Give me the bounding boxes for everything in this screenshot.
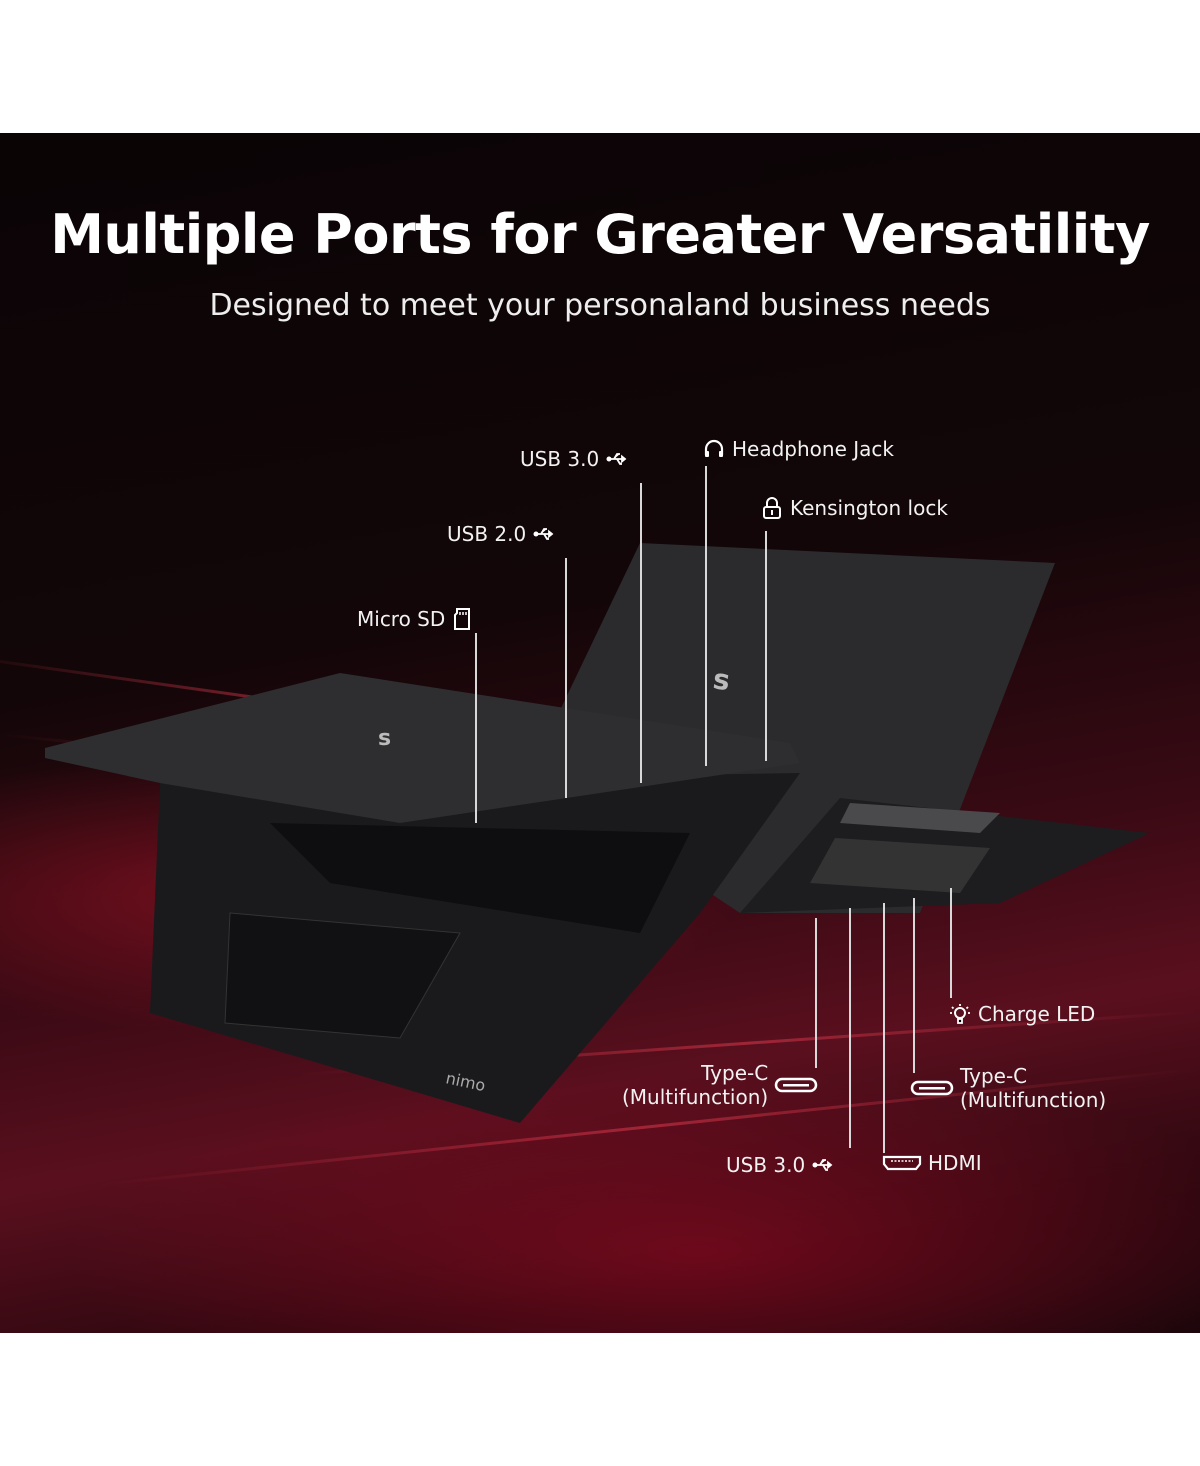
port-label-text: Micro SD [357, 607, 446, 631]
port-label-text: Type-C [701, 1061, 769, 1085]
port-label-typec-right: Type-C (Multifunction) [910, 1064, 1106, 1112]
port-label-subtext: (Multifunction) [960, 1088, 1107, 1112]
port-label-text: HDMI [928, 1151, 982, 1175]
port-label-microsd: Micro SD [357, 607, 475, 631]
leader-line [640, 483, 642, 783]
leader-line [565, 558, 567, 798]
leader-line [815, 918, 817, 1068]
port-label-text: Charge LED [978, 1002, 1096, 1026]
product-banner: Multiple Ports for Greater Versatility D… [0, 133, 1200, 1333]
port-label-subtext: (Multifunction) [622, 1085, 769, 1109]
rear-laptop-touchpad [840, 803, 1000, 833]
leader-line [765, 531, 767, 761]
leader-line [883, 903, 885, 1153]
front-laptop-touchpad [224, 912, 461, 1039]
port-label-text: Kensington lock [790, 496, 948, 520]
port-label-usb3-top: USB 3.0 [520, 447, 629, 471]
front-laptop-logo: ꜱ [378, 726, 391, 751]
usb-c-icon [774, 1077, 818, 1093]
usb-icon [606, 453, 627, 465]
laptops-illustration: ꜱ ꜱ nimo [45, 543, 1150, 1123]
headphone-icon [704, 439, 724, 457]
front-laptop-lid [45, 673, 800, 823]
port-label-text: Headphone Jack [732, 437, 894, 461]
leader-line [950, 888, 952, 998]
port-label-typec-left: Type-C (Multifunction) [622, 1061, 818, 1109]
usb-c-icon [910, 1080, 954, 1096]
front-laptop-keyboard [270, 823, 690, 933]
port-label-usb3-bottom: USB 3.0 [726, 1153, 835, 1177]
lock-icon [763, 497, 781, 519]
port-label-text: USB 3.0 [726, 1153, 806, 1177]
rear-laptop-keyboard [810, 838, 990, 893]
page-subtitle: Designed to meet your personaland busine… [209, 288, 991, 323]
port-label-text: USB 3.0 [520, 447, 600, 471]
port-label-text: USB 2.0 [447, 522, 527, 546]
sd-card-icon [454, 608, 471, 630]
port-label-charge-led: Charge LED [948, 1002, 1095, 1026]
leader-line [849, 908, 851, 1148]
usb-icon [812, 1159, 833, 1171]
page-title: Multiple Ports for Greater Versatility [50, 203, 1150, 266]
hdmi-icon [882, 1155, 922, 1171]
port-label-usb2: USB 2.0 [447, 522, 556, 546]
leader-line [705, 466, 707, 766]
leader-line [913, 898, 915, 1073]
port-label-headphone: Headphone Jack [702, 437, 894, 461]
usb-icon [533, 528, 554, 540]
port-label-text: Type-C [960, 1064, 1028, 1088]
bulb-icon [950, 1004, 970, 1024]
leader-line [475, 633, 477, 823]
rear-laptop-logo: ꜱ [711, 662, 732, 697]
port-label-kensington: Kensington lock [760, 496, 948, 520]
port-label-hdmi: HDMI [882, 1151, 982, 1175]
